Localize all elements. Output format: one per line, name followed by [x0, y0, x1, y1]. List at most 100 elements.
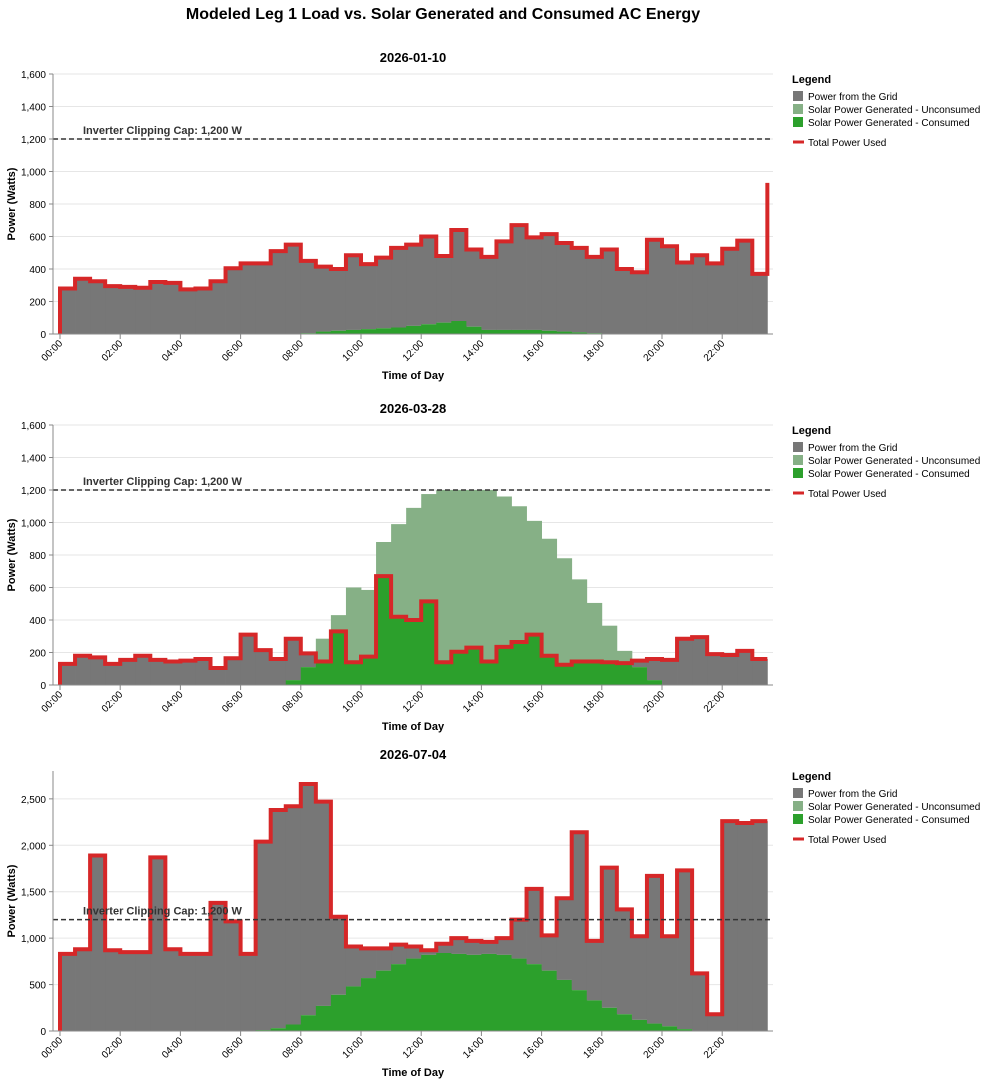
- grid-power-bar: [120, 660, 135, 685]
- solar-consumed-bar: [587, 1000, 602, 1031]
- grid-power-bar: [105, 950, 120, 1031]
- grid-power-bar: [752, 821, 767, 1031]
- solar-consumed-bar: [331, 995, 346, 1031]
- y-tick-label: 800: [29, 551, 46, 562]
- solar-unconsumed-bar: [436, 490, 451, 662]
- x-tick-label: 02:00: [100, 689, 126, 715]
- solar-consumed-bar: [617, 1014, 632, 1031]
- y-axis-label: Power (Watts): [6, 864, 18, 937]
- grid-power-bar: [150, 282, 165, 334]
- grid-power-bar: [226, 658, 241, 685]
- grid-power-bar: [406, 245, 421, 326]
- x-tick-label: 20:00: [642, 1035, 668, 1061]
- legend-item-label: Solar Power Generated - Unconsumed: [808, 456, 980, 467]
- x-tick-label: 22:00: [702, 338, 728, 364]
- y-tick-label: 1,500: [21, 888, 46, 899]
- y-tick-label: 200: [29, 298, 46, 309]
- solar-consumed-bar: [316, 1006, 331, 1031]
- x-tick-label: 18:00: [581, 689, 607, 715]
- legend-item-label: Total Power Used: [808, 138, 886, 149]
- grid-power-bar: [662, 936, 677, 1026]
- solar-unconsumed-bar: [496, 497, 511, 647]
- solar-consumed-bar: [632, 1020, 647, 1031]
- grid-power-bar: [752, 659, 767, 685]
- solar-consumed-bar: [406, 959, 421, 1031]
- grid-power-bar: [512, 920, 527, 959]
- x-tick-label: 18:00: [581, 338, 607, 364]
- x-axis-label: Time of Day: [382, 1067, 445, 1079]
- y-tick-label: 0: [40, 330, 46, 341]
- grid-power-bar: [271, 251, 286, 334]
- x-tick-label: 06:00: [220, 338, 246, 364]
- legend-item-label: Total Power Used: [808, 835, 886, 846]
- solar-consumed-bar: [361, 978, 376, 1031]
- legend-swatch: [793, 814, 803, 824]
- legend-item-label: Power from the Grid: [808, 789, 897, 800]
- solar-consumed-bar: [662, 1026, 677, 1031]
- legend-swatch: [793, 468, 803, 478]
- grid-power-bar: [647, 659, 662, 680]
- solar-consumed-bar: [572, 990, 587, 1031]
- solar-consumed-bar: [451, 652, 466, 685]
- y-tick-label: 2,000: [21, 841, 46, 852]
- x-tick-label: 12:00: [401, 338, 427, 364]
- x-axis-label: Time of Day: [382, 370, 445, 382]
- grid-power-bar: [316, 267, 331, 332]
- x-axis-label: Time of Day: [382, 721, 445, 733]
- solar-consumed-bar: [557, 665, 572, 685]
- legend-item-label: Solar Power Generated - Consumed: [808, 469, 970, 480]
- solar-consumed-bar: [406, 326, 421, 334]
- y-axis-label: Power (Watts): [6, 167, 18, 240]
- legend-swatch: [793, 455, 803, 465]
- solar-consumed-bar: [647, 1024, 662, 1031]
- grid-power-bar: [135, 952, 150, 1031]
- solar-consumed-bar: [632, 667, 647, 685]
- solar-consumed-bar: [421, 324, 436, 334]
- grid-power-bar: [376, 258, 391, 329]
- solar-consumed-bar: [481, 661, 496, 685]
- legend-title: Legend: [792, 74, 831, 86]
- grid-power-bar: [346, 255, 361, 330]
- legend-item-label: Power from the Grid: [808, 443, 897, 454]
- x-tick-label: 18:00: [581, 1035, 607, 1061]
- grid-power-bar: [165, 661, 180, 685]
- legend-item-label: Solar Power Generated - Unconsumed: [808, 105, 980, 116]
- grid-power-bar: [707, 1014, 722, 1031]
- legend-swatch: [793, 117, 803, 127]
- grid-power-bar: [150, 660, 165, 685]
- grid-power-bar: [632, 272, 647, 334]
- grid-power-bar: [105, 664, 120, 685]
- legend-swatch: [793, 91, 803, 101]
- y-tick-label: 1,200: [21, 486, 46, 497]
- x-tick-label: 16:00: [521, 1035, 547, 1061]
- x-tick-label: 08:00: [280, 689, 306, 715]
- solar-unconsumed-bar: [466, 490, 481, 648]
- x-tick-label: 10:00: [341, 338, 367, 364]
- grid-power-bar: [180, 289, 195, 334]
- solar-consumed-bar: [436, 662, 451, 685]
- x-tick-label: 22:00: [702, 1035, 728, 1061]
- grid-power-bar: [496, 938, 511, 955]
- grid-power-bar: [391, 248, 406, 328]
- grid-power-bar: [617, 269, 632, 334]
- grid-power-bar: [557, 243, 572, 332]
- x-tick-label: 04:00: [160, 338, 186, 364]
- clipping-cap-label: Inverter Clipping Cap: 1,200 W: [83, 476, 243, 488]
- grid-power-bar: [361, 264, 376, 329]
- grid-power-bar: [195, 289, 210, 335]
- x-tick-label: 08:00: [280, 338, 306, 364]
- solar-consumed-bar: [647, 680, 662, 685]
- grid-power-bar: [587, 257, 602, 333]
- grid-power-bar: [180, 661, 195, 685]
- solar-consumed-bar: [587, 661, 602, 685]
- solar-consumed-bar: [496, 955, 511, 1031]
- solar-unconsumed-bar: [587, 603, 602, 662]
- solar-consumed-bar: [391, 617, 406, 685]
- solar-consumed-bar: [376, 328, 391, 334]
- grid-power-bar: [677, 639, 692, 685]
